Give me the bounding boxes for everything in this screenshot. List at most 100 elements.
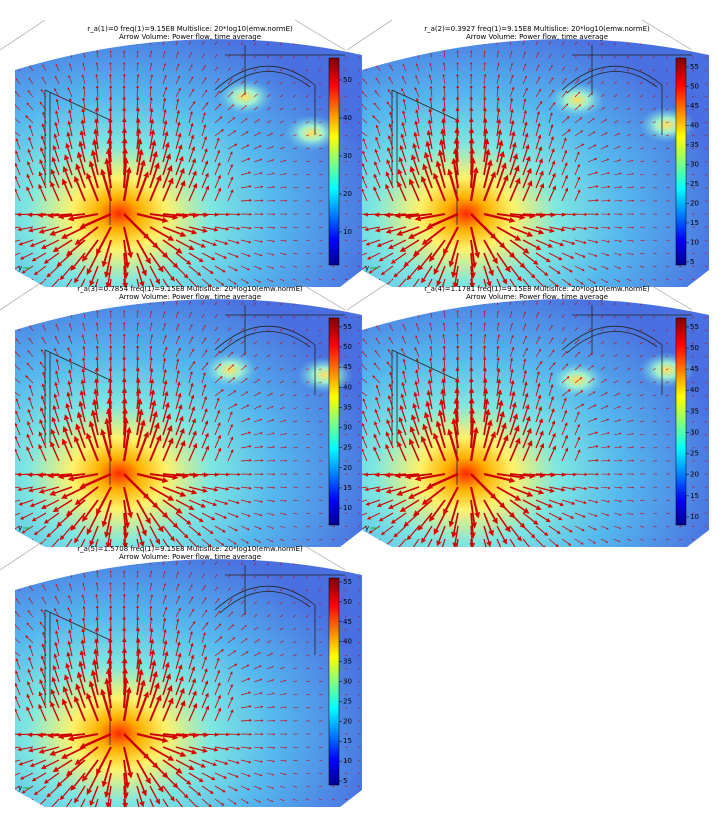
arrow-head (107, 813, 112, 818)
arrow-head (107, 293, 112, 298)
arrow-head (107, 553, 112, 558)
colorbar-tick-label: 50 (343, 598, 352, 606)
arrow-shaft (57, 313, 59, 318)
arrow-head (36, 805, 40, 809)
arrow-head (6, 213, 10, 217)
arrow-shaft (71, 300, 72, 305)
arrow-shaft (44, 561, 46, 565)
colorbar-tick-label: 30 (690, 428, 699, 436)
arrow-shaft (365, 314, 367, 318)
panel: y r_a(4)=1.1781 freq(1)=9.15E8 Multislice… (347, 280, 709, 559)
plot-subtitle: Arrow Volume: Power flow, time average (466, 33, 608, 41)
colorbar-tick-label: 30 (343, 678, 352, 686)
arrow-shaft (345, 304, 347, 305)
arrow-head (454, 553, 459, 558)
arrow-shaft (404, 301, 406, 305)
field-background (15, 285, 362, 547)
axis-label: y (365, 264, 369, 272)
arrow-head (7, 241, 11, 244)
arrow-head (444, 38, 446, 40)
colorbar-tick-label: 15 (343, 737, 352, 745)
arrow-head (370, 544, 373, 547)
arrow-shaft (31, 574, 33, 578)
arrow-head (409, 288, 413, 293)
arrow-head (83, 51, 85, 53)
colorbar-tick-label: 45 (343, 618, 352, 626)
arrow-head (11, 803, 14, 806)
arrow-shaft (705, 539, 707, 540)
arrow-shaft (71, 40, 72, 45)
plot-title: r_a(4)=1.1781 freq(1)=9.15E8 Multislice:… (424, 285, 650, 293)
field-background (15, 545, 362, 807)
plot-subtitle: Arrow Volume: Power flow, time average (119, 553, 261, 561)
arrow-shaft (444, 300, 445, 305)
arrow-shaft (692, 304, 694, 305)
arrow-shaft (306, 304, 308, 305)
plot-title: r_a(3)=0.7854 freq(1)=9.15E8 Multislice:… (77, 285, 303, 293)
arrow-shaft (404, 53, 406, 58)
arrow-head (6, 747, 10, 750)
arrow-shaft (31, 301, 33, 305)
arrow-head (416, 311, 418, 313)
arrow-shaft (13, 799, 20, 804)
arrow-head (6, 733, 10, 737)
colorbar-tick-label: 10 (343, 504, 352, 512)
arrow-shaft (71, 560, 72, 565)
field-plot (353, 25, 709, 299)
colorbar-tick-label: 25 (343, 697, 352, 705)
arrow-shaft (484, 348, 485, 357)
arrow-shaft (431, 300, 432, 305)
hot-spot (549, 82, 605, 118)
arrow-head (56, 572, 58, 574)
arrow-head (69, 311, 71, 313)
arrow-head (11, 543, 14, 546)
arrow-shaft (44, 574, 46, 578)
arrow-shaft (404, 41, 406, 45)
arrow-shaft (365, 42, 367, 45)
arrow-head (110, 558, 112, 560)
colorbar (676, 318, 686, 525)
colorbar-tick-label: 45 (690, 102, 699, 110)
colorbar-tick-label: 40 (690, 121, 699, 129)
arrow-head (122, 814, 127, 819)
arrow-head (7, 761, 11, 764)
arrow-shaft (360, 539, 367, 544)
arrow-head (454, 293, 459, 298)
arrow-shaft (319, 564, 321, 565)
axis-label: y (365, 524, 369, 532)
panel: yr_a(2)=0.3927 freq(1)=9.15E8 Multislice… (347, 20, 709, 299)
arrow-head (13, 637, 16, 640)
arrow-head (97, 38, 99, 40)
plot-subtitle: Arrow Volume: Power flow, time average (119, 33, 261, 41)
arrow-shaft (57, 41, 59, 45)
colorbar-tick-label: 45 (343, 363, 352, 371)
field-background (15, 25, 362, 287)
arrow-shaft (31, 41, 33, 45)
plot-title: r_a(5)=1.5708 freq(1)=9.15E8 Multislice:… (77, 545, 303, 553)
arrow-head (56, 52, 58, 54)
arrow-head (13, 377, 16, 380)
arrow-shaft (44, 314, 46, 318)
colorbar-tick-label: 35 (690, 407, 699, 415)
arrow-shaft (84, 40, 85, 45)
field-plot (6, 285, 362, 559)
arrow-shaft (418, 40, 419, 45)
arrow-shaft (358, 539, 360, 540)
arrow-shaft (202, 734, 215, 735)
arrow-shaft (18, 42, 20, 45)
arrow-head (69, 571, 71, 573)
arrow-shaft (189, 214, 204, 215)
axis-label: y (18, 524, 22, 532)
arrow-head (430, 311, 432, 313)
field-background (362, 285, 709, 547)
arrow-head (56, 312, 58, 314)
arrow-shaft (26, 539, 33, 545)
colorbar-tick-label: 10 (343, 757, 352, 765)
arrow-head (529, 547, 533, 551)
arrow-shaft (549, 214, 562, 215)
arrow-head (10, 269, 13, 272)
arrow-head (23, 804, 26, 807)
colorbar-tick-label: 35 (343, 403, 352, 411)
arrow-shaft (319, 304, 321, 305)
arrow-head (97, 558, 99, 560)
